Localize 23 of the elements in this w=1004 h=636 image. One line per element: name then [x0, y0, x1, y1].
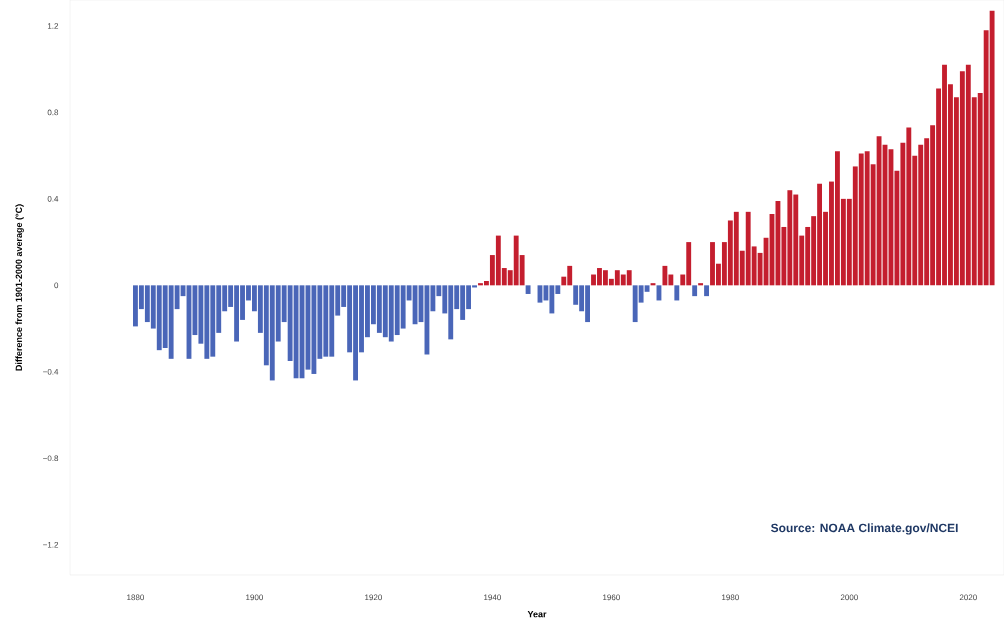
bar: [704, 285, 709, 297]
y-tick-label: −1.2: [43, 541, 59, 548]
x-tick-label: 2020: [959, 594, 977, 601]
bar: [525, 285, 531, 294]
x-tick-label: 2000: [840, 594, 858, 601]
y-axis-title: Difference from 1901-2000 average (°C): [15, 204, 24, 371]
x-tick-label: 1880: [127, 594, 145, 601]
y-tick-label: 0: [54, 282, 59, 289]
y-tick-label: 0.8: [47, 109, 59, 116]
y-tick-label: −0.4: [43, 368, 59, 375]
bar: [692, 285, 698, 297]
x-tick-label: 1920: [365, 594, 382, 601]
x-tick-label: 1900: [246, 594, 264, 601]
x-axis-title: Year: [527, 611, 547, 618]
x-tick-label: 1940: [484, 594, 501, 601]
bar: [674, 285, 680, 301]
x-tick-label: 1980: [722, 594, 739, 601]
y-tick-label: 0.4: [47, 196, 59, 202]
x-tick-label: 1960: [603, 594, 620, 601]
y-tick-label: 1.2: [47, 23, 59, 29]
annotation: Source: NOAA Climate.gov/NCEI: [770, 523, 958, 535]
bar: [698, 283, 704, 286]
y-tick-label: −0.8: [43, 455, 59, 462]
